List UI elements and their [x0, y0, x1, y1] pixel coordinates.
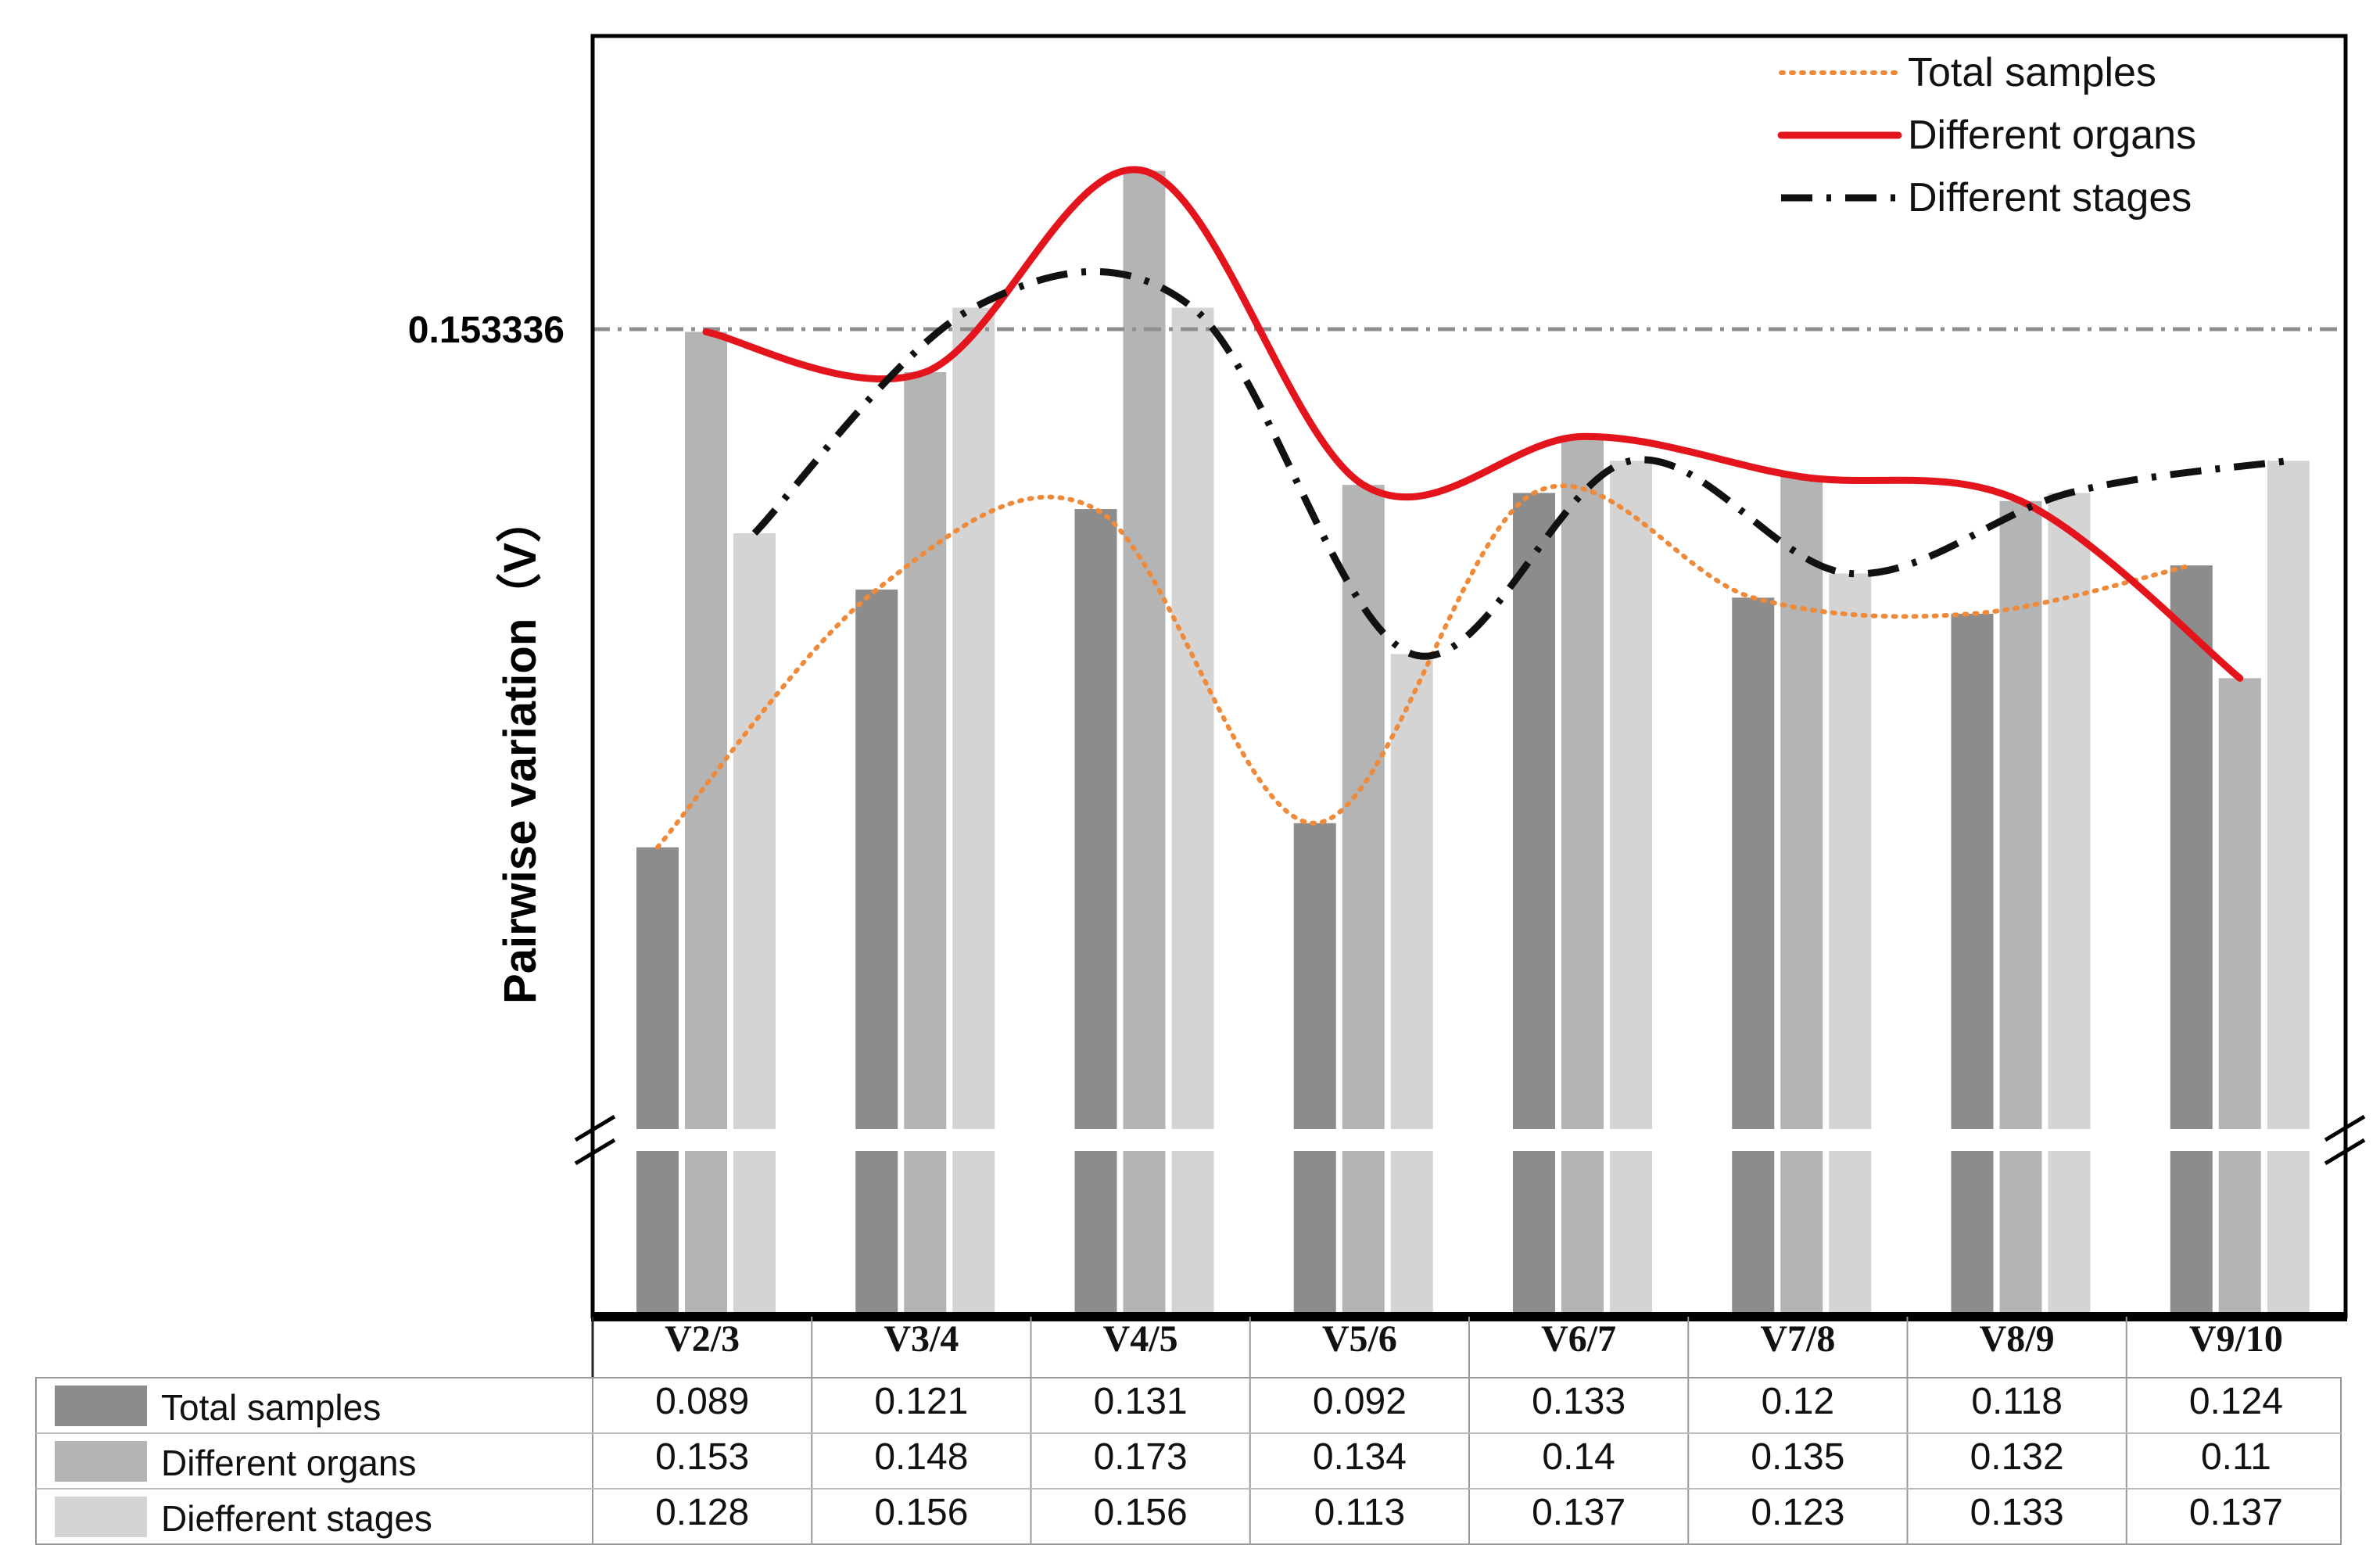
table-cell-total-samples-v3-4: 0.121 — [874, 1381, 968, 1422]
table-swatch-different-organs — [55, 1441, 147, 1482]
line-different-organs — [702, 166, 2244, 682]
x-tick-v5-6: V5/6 — [1322, 1318, 1397, 1360]
table-cell-different-organs-v7-8: 0.135 — [1751, 1436, 1844, 1478]
table-cell-different-organs-v2-3: 0.153 — [655, 1436, 749, 1478]
table-cell-different-stages-v4-5: 0.156 — [1094, 1492, 1188, 1533]
table-cell-total-samples-v9-10: 0.124 — [2189, 1381, 2283, 1422]
axis-break-right — [2324, 1114, 2366, 1166]
table-cell-different-organs-v6-7: 0.14 — [1542, 1436, 1615, 1478]
bar-different-organs-v6-7 — [1561, 436, 1604, 1317]
table-swatch-total-samples — [55, 1386, 147, 1426]
table-cell-different-stages-v9-10: 0.137 — [2189, 1492, 2283, 1533]
legend: Total samples Different organs Different s… — [1777, 50, 2196, 220]
bars-group — [636, 170, 2310, 1317]
legend-label-different-organs: Different organs — [1908, 113, 2196, 158]
table-cell-total-samples-v7-8: 0.12 — [1762, 1381, 1834, 1422]
table-border — [35, 1377, 2342, 1545]
legend-label-different-stages: Different stages — [1908, 175, 2192, 220]
x-tick-v2-3: V2/3 — [665, 1318, 740, 1360]
line-different-stages — [751, 267, 2289, 660]
x-tick-v8-9: V8/9 — [1980, 1318, 2055, 1360]
table-row-label-different-stages: Diefferent stages — [161, 1498, 432, 1539]
bar-different-stages-v3-4 — [952, 307, 995, 1317]
bar-different-organs-v3-4 — [904, 371, 947, 1317]
table-cell-different-stages-v3-4: 0.156 — [874, 1492, 968, 1533]
table-swatch-different-stages — [55, 1497, 147, 1537]
bar-different-organs-v4-5 — [1123, 170, 1166, 1317]
bar-different-stages-v4-5 — [1171, 307, 1214, 1317]
bar-different-stages-v7-8 — [1829, 573, 1872, 1317]
x-tick-v4-5: V4/5 — [1103, 1318, 1178, 1360]
table-cell-total-samples-v5-6: 0.092 — [1313, 1381, 1407, 1422]
data-table: V2/3 V3/4 V4/5 V5/6 V6/7 V7/8 V8/9 V9/10 Total s… — [35, 1317, 2342, 1545]
bar-different-stages-v9-10 — [2267, 461, 2310, 1317]
x-tick-v6-7: V6/7 — [1541, 1318, 1616, 1360]
table-cell-different-stages-v7-8: 0.123 — [1751, 1492, 1844, 1533]
bar-total-samples-v2-3 — [636, 847, 679, 1317]
bar-different-organs-v7-8 — [1780, 476, 1823, 1317]
y-axis-label: Pairwise variation（V） — [495, 497, 546, 1004]
bar-total-samples-v4-5 — [1074, 509, 1117, 1317]
table-cell-different-stages-v5-6: 0.113 — [1314, 1492, 1406, 1533]
table-row-label-different-organs: Different organs — [161, 1443, 416, 1483]
x-tick-v9-10: V9/10 — [2189, 1318, 2283, 1360]
line-total-samples — [655, 483, 2194, 850]
threshold-label: 0.153336 — [408, 310, 565, 351]
table-cell-different-organs-v5-6: 0.134 — [1313, 1436, 1407, 1478]
bar-different-organs-v8-9 — [1999, 500, 2042, 1317]
legend-label-total-samples: Total samples — [1908, 50, 2156, 95]
bar-different-stages-v5-6 — [1390, 654, 1433, 1317]
bar-different-stages-v6-7 — [1610, 461, 1652, 1317]
table-cell-different-organs-v9-10: 0.11 — [2201, 1436, 2271, 1478]
table-cell-different-organs-v4-5: 0.173 — [1094, 1436, 1188, 1478]
lines-group — [655, 166, 2289, 850]
x-tick-v3-4: V3/4 — [884, 1318, 959, 1360]
table-cell-total-samples-v8-9: 0.118 — [1971, 1381, 2063, 1422]
table-cell-different-stages-v8-9: 0.133 — [1970, 1492, 2064, 1533]
bar-total-samples-v9-10 — [2170, 565, 2213, 1317]
axis-break-left — [574, 1114, 616, 1166]
table-cell-different-organs-v3-4: 0.148 — [874, 1436, 968, 1478]
table-cell-total-samples-v4-5: 0.131 — [1094, 1381, 1188, 1422]
table-cell-total-samples-v2-3: 0.089 — [655, 1381, 749, 1422]
bar-total-samples-v3-4 — [855, 590, 898, 1317]
table-cell-different-stages-v6-7: 0.137 — [1532, 1492, 1625, 1533]
bar-different-stages-v2-3 — [733, 532, 776, 1317]
bar-total-samples-v6-7 — [1513, 493, 1555, 1317]
table-cell-different-organs-v8-9: 0.132 — [1970, 1436, 2064, 1478]
bar-different-organs-v9-10 — [2218, 678, 2261, 1317]
bar-different-organs-v2-3 — [685, 332, 727, 1317]
x-tick-v7-8: V7/8 — [1760, 1318, 1835, 1360]
table-cell-total-samples-v6-7: 0.133 — [1532, 1381, 1625, 1422]
bar-different-stages-v8-9 — [2048, 493, 2091, 1317]
table-cell-different-stages-v2-3: 0.128 — [655, 1492, 749, 1533]
bar-total-samples-v5-6 — [1293, 823, 1336, 1317]
table-row-label-total-samples: Total samples — [161, 1387, 381, 1428]
bar-total-samples-v7-8 — [1732, 597, 1775, 1317]
bar-total-samples-v8-9 — [1951, 613, 1994, 1317]
